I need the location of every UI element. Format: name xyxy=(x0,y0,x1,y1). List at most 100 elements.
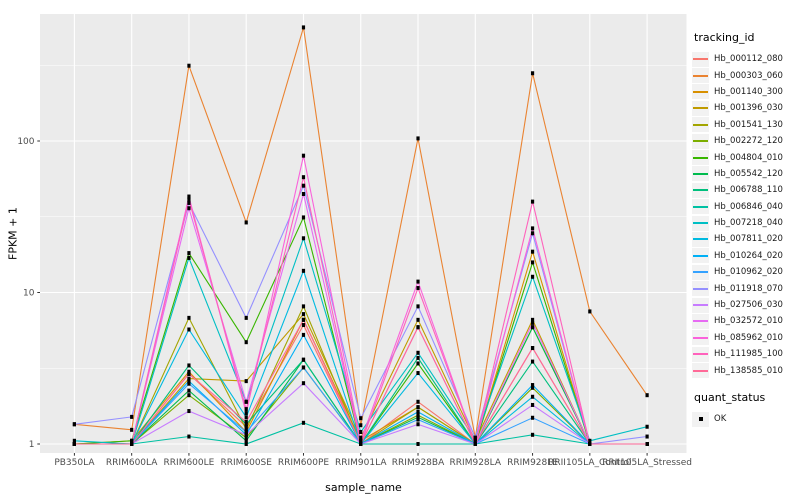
data-point xyxy=(416,361,420,366)
legend-item-label: Hb_011918_070 xyxy=(714,283,783,294)
legend-key xyxy=(692,84,709,100)
legend-item: Hb_002272_120 xyxy=(692,133,798,149)
data-point xyxy=(301,153,306,158)
data-point xyxy=(416,417,420,422)
data-point xyxy=(530,199,535,204)
data-point xyxy=(416,317,420,322)
legend-item-label: OK xyxy=(714,414,727,424)
legend-key xyxy=(692,281,709,297)
legend-item: Hb_004804_010 xyxy=(692,149,798,166)
legend-item: Hb_111985_100 xyxy=(692,346,798,362)
data-point xyxy=(187,315,191,320)
data-point xyxy=(130,438,134,443)
data-point xyxy=(72,438,76,443)
x-tick-label: RRIM928LE xyxy=(507,458,558,468)
data-point xyxy=(530,71,535,76)
series-line-swatch-icon xyxy=(693,238,708,241)
data-point xyxy=(187,63,191,68)
data-point xyxy=(244,379,248,384)
legend-key xyxy=(692,199,709,215)
legend-item-quant-ok: OK xyxy=(692,411,798,427)
legend-item-label: Hb_010264_020 xyxy=(714,250,783,261)
legend-item-label: Hb_007811_020 xyxy=(714,234,783,245)
data-point xyxy=(244,340,248,345)
series-line-swatch-icon xyxy=(693,369,708,372)
data-point xyxy=(301,381,306,386)
data-point xyxy=(530,325,535,330)
data-point xyxy=(301,25,306,30)
legend-item: Hb_001140_300 xyxy=(692,84,798,100)
series-line-swatch-icon xyxy=(693,123,708,126)
legend-title-quant-status: quant_status xyxy=(694,390,766,404)
legend-key xyxy=(692,133,709,149)
data-point xyxy=(416,304,420,309)
x-tick-label: RRII105LA_Stressed xyxy=(602,458,692,468)
legend-item-label: Hb_111985_100 xyxy=(714,349,783,360)
data-point xyxy=(244,315,248,320)
series-line-swatch-icon xyxy=(693,58,708,61)
data-point xyxy=(530,226,535,231)
legend-item: Hb_005542_120 xyxy=(692,166,798,182)
data-point xyxy=(244,399,248,404)
data-point xyxy=(187,409,191,414)
data-point xyxy=(244,430,248,435)
legend-item-label: Hb_010962_020 xyxy=(714,267,783,278)
y-tick-label: 10 xyxy=(23,289,35,299)
data-point xyxy=(301,317,306,322)
legend-item-label: Hb_006846_040 xyxy=(714,201,783,212)
data-point xyxy=(530,231,535,236)
data-point xyxy=(187,206,191,211)
data-point xyxy=(530,260,535,265)
series-line-swatch-icon xyxy=(693,156,708,159)
legend-key xyxy=(692,215,709,231)
legend-item-label: Hb_001140_300 xyxy=(714,86,783,97)
data-point xyxy=(301,236,306,241)
legend-item: Hb_000112_080 xyxy=(692,51,798,67)
legend-key xyxy=(692,363,709,379)
data-point xyxy=(416,371,420,376)
x-axis-title: sample_name xyxy=(325,481,402,494)
legend-item: Hb_000303_060 xyxy=(692,67,798,84)
legend-items-tracking-id: Hb_000112_080 Hb_000303_060 Hb_001140_300 H… xyxy=(692,51,798,379)
series-line-swatch-icon xyxy=(693,140,708,143)
data-point xyxy=(416,279,420,284)
series-line-swatch-icon xyxy=(693,90,708,93)
data-point xyxy=(416,325,420,330)
data-point xyxy=(187,371,191,376)
legend-item: Hb_032572_010 xyxy=(692,313,798,329)
legend-key xyxy=(692,264,709,280)
legend-item: Hb_006788_110 xyxy=(692,182,798,198)
series-line-swatch-icon xyxy=(693,172,708,175)
data-point xyxy=(244,442,248,446)
data-point xyxy=(416,286,420,291)
data-point xyxy=(301,357,306,362)
series-line-swatch-icon xyxy=(693,254,708,257)
legend-key xyxy=(692,117,709,133)
data-point xyxy=(416,409,420,414)
data-point xyxy=(244,427,248,432)
data-point xyxy=(187,434,191,439)
data-point xyxy=(187,327,191,332)
data-point xyxy=(530,432,535,437)
legend-item: Hb_001396_030 xyxy=(692,100,798,116)
legend-item-label: Hb_027506_030 xyxy=(714,300,783,311)
data-point xyxy=(244,411,248,416)
data-point xyxy=(187,381,191,386)
legend-key xyxy=(692,346,709,362)
data-point xyxy=(416,442,420,446)
legend-item: Hb_006846_040 xyxy=(692,199,798,215)
x-tick-label: RRIM600LA xyxy=(106,458,158,468)
data-point xyxy=(244,422,248,427)
data-point xyxy=(130,427,134,432)
series-line-swatch-icon xyxy=(693,304,708,307)
data-point xyxy=(530,385,535,390)
data-point xyxy=(244,415,248,420)
data-point xyxy=(359,442,363,446)
data-point xyxy=(301,312,306,317)
legend-item-label: Hb_001396_030 xyxy=(714,103,783,114)
data-point xyxy=(301,183,306,188)
data-point xyxy=(244,435,248,440)
data-point xyxy=(473,435,477,440)
data-point xyxy=(645,393,649,398)
